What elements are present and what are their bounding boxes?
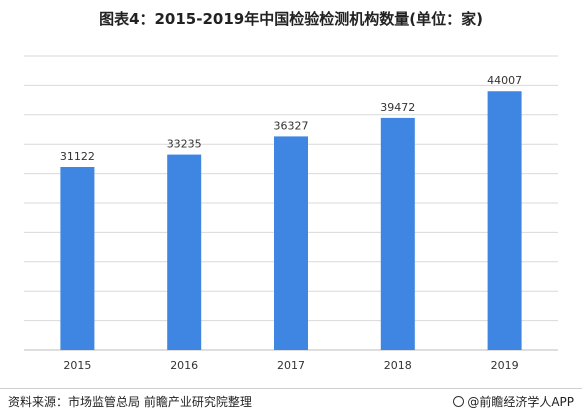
bar-2017 bbox=[274, 136, 308, 350]
bar-2019 bbox=[487, 91, 522, 351]
x-tick-labels: 2015 2016 2017 2018 2019 bbox=[63, 359, 518, 372]
data-label-2016: 33235 bbox=[167, 138, 202, 151]
brand-logo-icon bbox=[453, 396, 465, 407]
source-note: 资料来源：市场监管总局 前瞻产业研究院整理 bbox=[8, 395, 252, 409]
brand-credit: @前瞻经济学人APP bbox=[453, 393, 574, 410]
x-tick-2016: 2016 bbox=[170, 359, 198, 372]
data-label-2017: 36327 bbox=[274, 119, 309, 132]
bar-2015 bbox=[60, 167, 95, 350]
data-label-2015: 31122 bbox=[60, 150, 95, 163]
bar-2016 bbox=[167, 154, 202, 350]
bars bbox=[60, 91, 522, 351]
data-label-2019: 44007 bbox=[487, 74, 522, 87]
footer: 资料来源：市场监管总局 前瞻产业研究院整理 @前瞻经济学人APP bbox=[0, 388, 582, 418]
x-tick-2019: 2019 bbox=[491, 359, 519, 372]
x-tick-2017: 2017 bbox=[277, 359, 305, 372]
brand-text: @前瞻经济学人APP bbox=[467, 395, 574, 409]
x-tick-2018: 2018 bbox=[384, 359, 412, 372]
x-tick-2015: 2015 bbox=[63, 359, 91, 372]
chart-title: 图表4：2015-2019年中国检验检测机构数量(单位：家) bbox=[99, 10, 483, 28]
bar-2018 bbox=[380, 117, 415, 351]
data-label-2018: 39472 bbox=[380, 101, 415, 114]
data-labels: 31122 33235 36327 39472 44007 bbox=[60, 74, 522, 163]
